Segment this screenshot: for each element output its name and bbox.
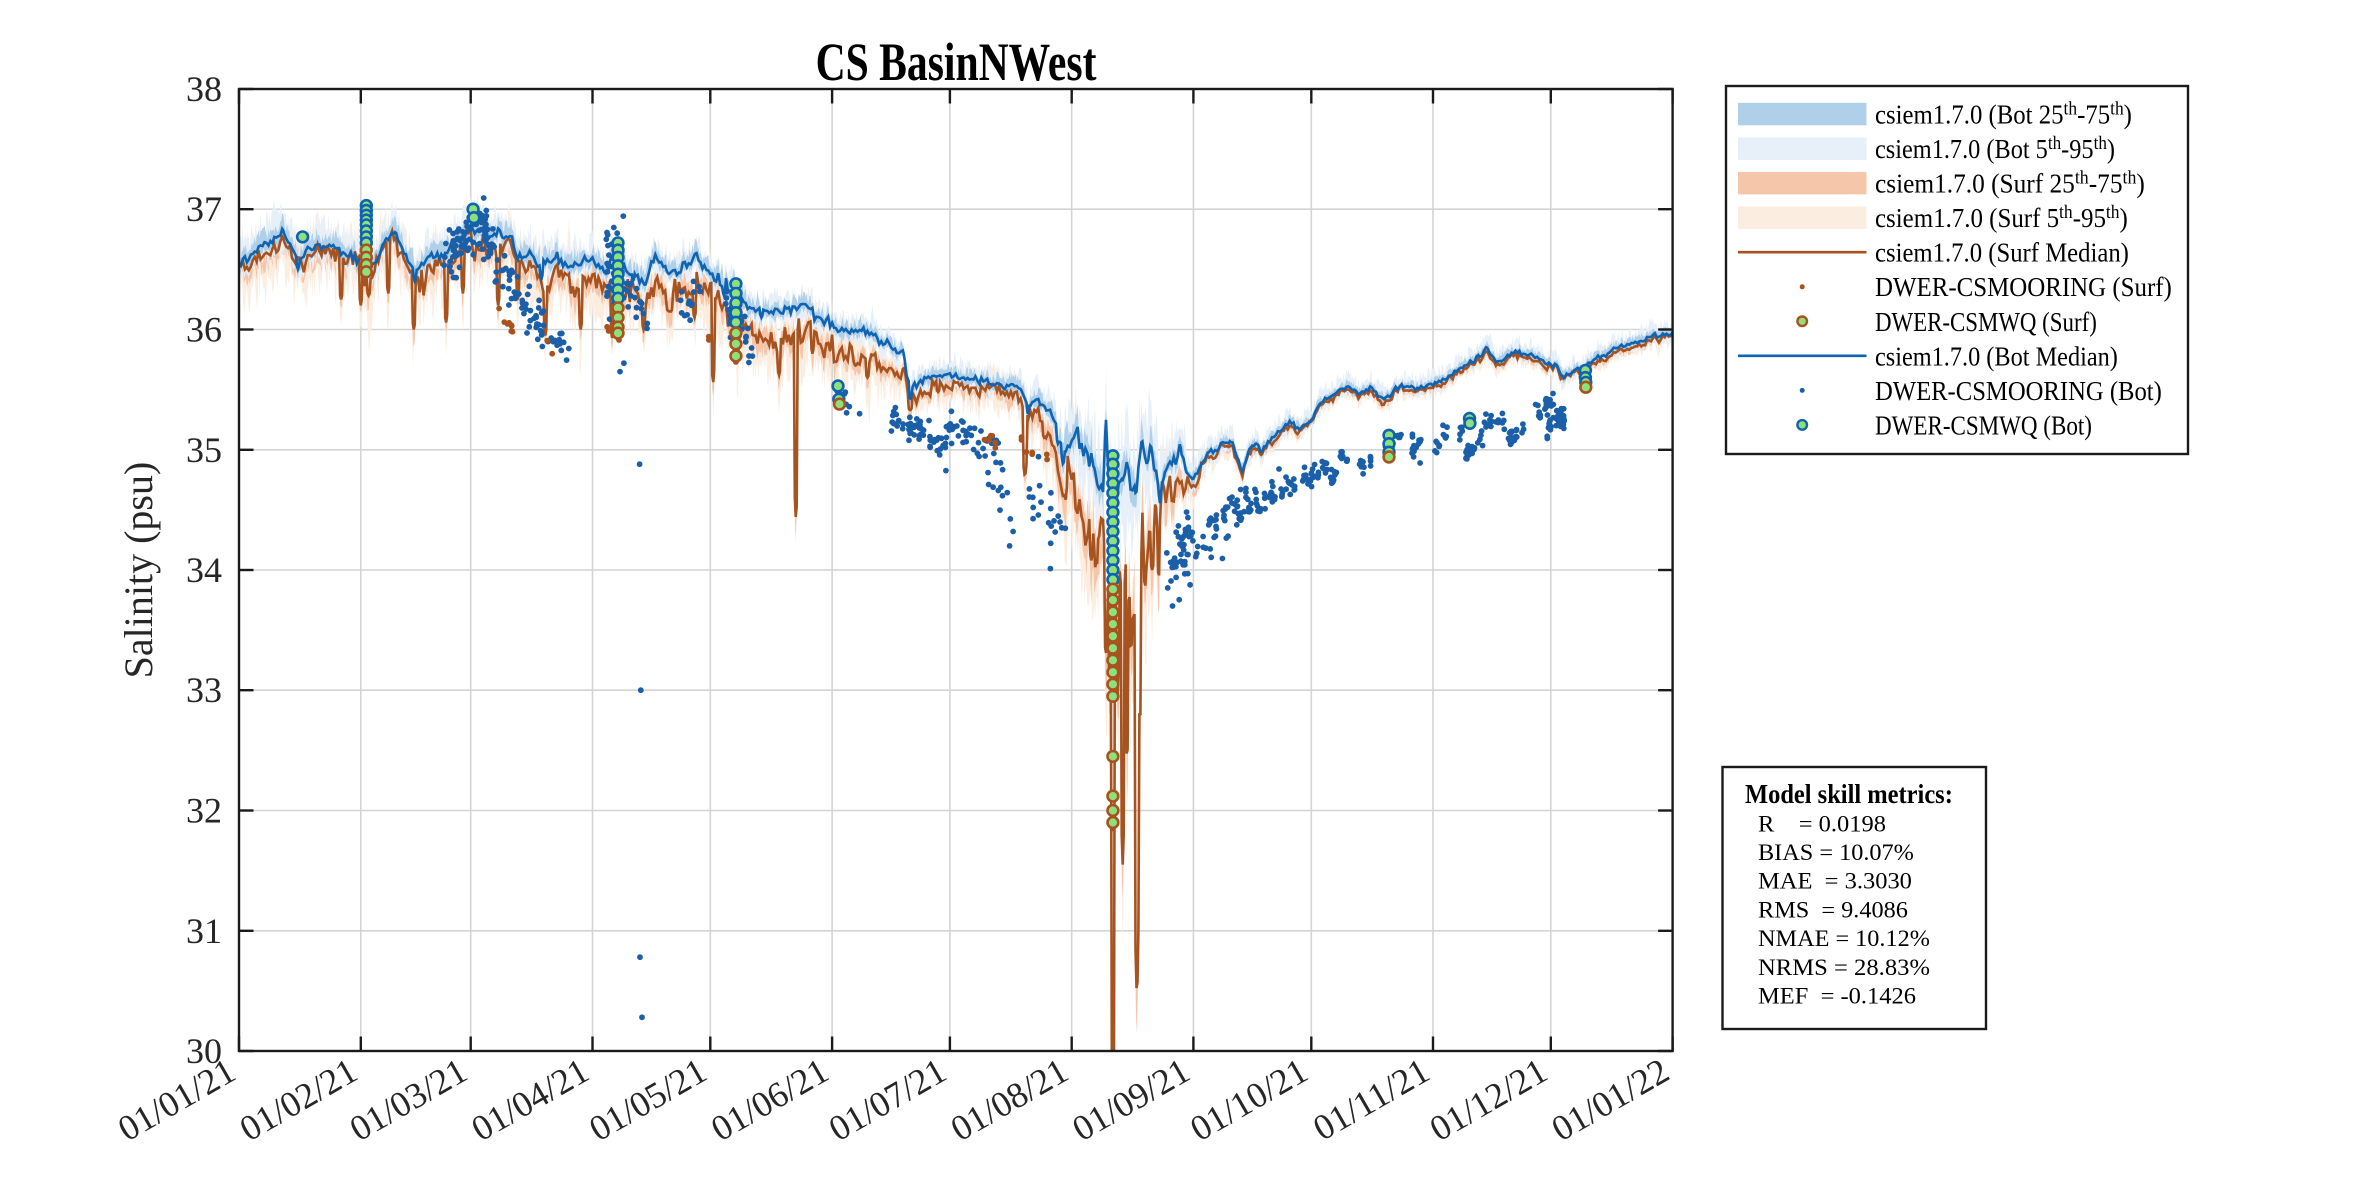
svg-text:36: 36	[186, 310, 222, 350]
svg-text:31: 31	[186, 911, 222, 951]
svg-text:Model skill metrics:: Model skill metrics:	[1745, 779, 1953, 809]
svg-text:DWER-CSMWQ (Bot): DWER-CSMWQ (Bot)	[1875, 412, 2092, 441]
svg-text:BIAS = 10.07%: BIAS = 10.07%	[1758, 841, 1914, 866]
svg-text:NRMS = 28.83%: NRMS = 28.83%	[1758, 955, 1930, 980]
svg-text:DWER-CSMOORING (Bot): DWER-CSMOORING (Bot)	[1875, 376, 2162, 406]
svg-text:csiem1.7.0 (Bot 25th-75th): csiem1.7.0 (Bot 25th-75th)	[1875, 98, 2132, 130]
svg-text:DWER-CSMOORING (Surf): DWER-CSMOORING (Surf)	[1875, 272, 2172, 302]
svg-text:csiem1.7.0 (Bot 5th-95th): csiem1.7.0 (Bot 5th-95th)	[1875, 132, 2115, 164]
svg-text:csiem1.7.0 (Surf 5th-95th): csiem1.7.0 (Surf 5th-95th)	[1875, 201, 2128, 233]
svg-text:R = 0.0198: R = 0.0198	[1758, 812, 1886, 837]
svg-text:30: 30	[186, 1031, 222, 1071]
svg-text:csiem1.7.0 (Surf Median): csiem1.7.0 (Surf Median)	[1875, 238, 2129, 268]
svg-text:32: 32	[186, 791, 222, 831]
svg-text:33: 33	[186, 670, 222, 710]
svg-text:37: 37	[186, 189, 222, 229]
svg-text:34: 34	[186, 550, 222, 590]
svg-text:Salinity (psu): Salinity (psu)	[116, 462, 161, 679]
svg-text:MAE = 3.3030: MAE = 3.3030	[1758, 869, 1912, 894]
svg-text:38: 38	[186, 69, 222, 109]
svg-text:csiem1.7.0 (Bot Median): csiem1.7.0 (Bot Median)	[1875, 341, 2118, 371]
svg-text:MEF = -0.1426: MEF = -0.1426	[1758, 984, 1916, 1009]
svg-text:35: 35	[186, 430, 222, 470]
svg-text:CS BasinNWest: CS BasinNWest	[816, 33, 1097, 92]
svg-text:DWER-CSMWQ (Surf): DWER-CSMWQ (Surf)	[1875, 308, 2097, 337]
svg-text:RMS = 9.4086: RMS = 9.4086	[1758, 898, 1908, 923]
svg-text:NMAE = 10.12%: NMAE = 10.12%	[1758, 927, 1930, 952]
svg-text:csiem1.7.0 (Surf 25th-75th): csiem1.7.0 (Surf 25th-75th)	[1875, 167, 2145, 199]
